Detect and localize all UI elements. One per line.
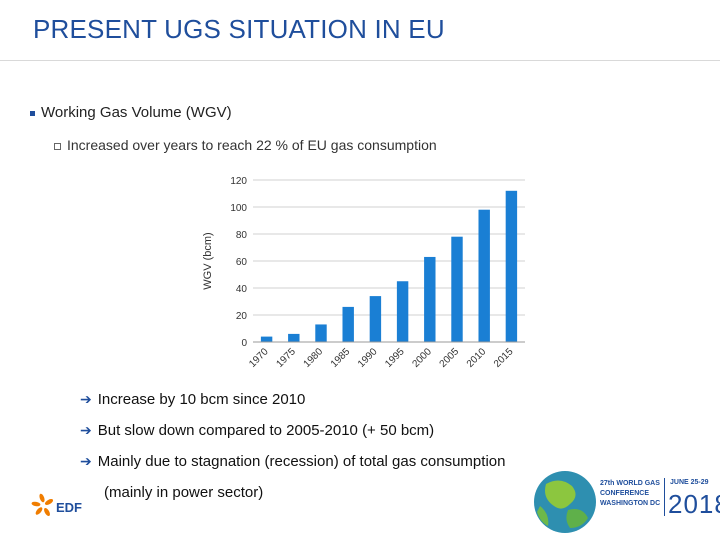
conclusion-text: But slow down compared to 2005-2010 (+ 5… [97,422,435,439]
bar [342,306,354,342]
wgc-conference-text: 27th WORLD GAS CONFERENCE WASHINGTON DC [600,479,660,509]
bar [288,333,300,342]
conclusion-text: Increase by 10 bcm since 2010 [97,391,306,408]
bar [451,236,463,342]
x-tick-label: 2015 [492,346,516,370]
wgv-bar-chart: 0 20 40 60 80 100 120 WGV (bcm) 1970 1975 1980 1985… [202,176,525,370]
bar [424,256,436,342]
title-divider [0,60,720,61]
x-tick-label: 1980 [302,346,326,370]
y-tick-label: 60 [236,257,248,268]
x-tick-label: 1970 [247,346,271,370]
x-tick-label: 1990 [356,346,380,370]
wgc-line3: WASHINGTON DC [600,500,661,507]
conclusion-sub-text: (mainly in power sector) [104,484,264,501]
hollow-square-bullet-icon [54,142,61,150]
wgc-globe-logo [534,471,596,533]
wgc-line1: 27th WORLD GAS [600,480,660,487]
arrow-right-icon: ➔ [80,453,92,469]
conclusion-item: ➔ Increase by 10 bcm since 2010 [80,391,305,408]
y-tick-label: 20 [236,311,248,322]
bullet-main: Working Gas Volume (WGV) [30,104,232,121]
x-tick-label: 1995 [383,346,407,370]
bullet-sub: Increased over years to reach 22 % of EU… [54,137,437,153]
arrow-right-icon: ➔ [80,422,92,438]
y-tick-label: 120 [230,176,247,187]
arrow-right-icon: ➔ [80,391,92,407]
y-tick-label: 100 [230,203,247,214]
x-tick-label: 2005 [438,346,462,370]
x-tick-label: 1985 [329,346,353,370]
bar [315,324,327,342]
bar [478,209,490,342]
x-tick-label: 1975 [274,346,298,370]
y-tick-label: 0 [241,338,247,349]
y-tick-label: 80 [236,230,248,241]
bar [260,336,273,342]
wgc-separator [664,478,665,516]
bar [396,281,409,342]
wgc-dates: JUNE 25-29 [670,479,709,486]
bar [505,190,518,342]
bullet-main-text: Working Gas Volume (WGV) [41,104,232,121]
wgc-year: 2018 [668,489,720,519]
conclusion-item: ➔ But slow down compared to 2005-2010 (+ … [80,422,434,439]
x-tick-label: 2000 [410,346,434,370]
conclusion-text: Mainly due to stagnation (recession) of … [97,453,506,470]
conclusion-item: ➔ Mainly due to stagnation (recession) of… [80,453,505,470]
page-title: PRESENT UGS SITUATION IN EU [33,14,445,44]
edf-logo: EDF [31,493,82,517]
edf-logo-text: EDF [56,500,82,515]
y-tick-label: 40 [236,284,248,295]
y-axis-label: WGV (bcm) [202,232,214,289]
bullet-sub-text: Increased over years to reach 22 % of EU… [67,137,437,153]
square-bullet-icon [30,110,35,116]
x-tick-label: 2010 [465,346,489,370]
wgc-line2: CONFERENCE [600,490,650,497]
bar [369,296,382,342]
